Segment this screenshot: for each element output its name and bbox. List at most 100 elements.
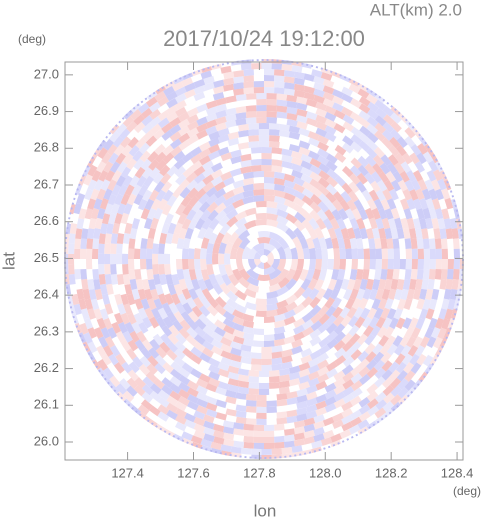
- echo-cell: [113, 144, 125, 156]
- echo-cell: [182, 237, 191, 250]
- echo-cell: [374, 367, 386, 380]
- echo-cell: [357, 419, 370, 430]
- echo-cell: [366, 139, 378, 151]
- echo-cell: [258, 123, 270, 130]
- echo-cell: [141, 384, 154, 396]
- echo-cell: [187, 319, 199, 331]
- echo-cell: [203, 75, 215, 85]
- echo-cell: [182, 259, 189, 270]
- echo-cell: [245, 117, 257, 125]
- echo-cell: [318, 177, 330, 189]
- echo-cell: [126, 121, 138, 133]
- echo-cell: [122, 253, 129, 265]
- echo-cell: [220, 152, 233, 162]
- echo-cell: [90, 207, 100, 220]
- echo-cell: [342, 393, 355, 404]
- echo-cell: [217, 368, 230, 378]
- echo-cell: [298, 362, 311, 372]
- echo-cell: [411, 248, 418, 259]
- echo-cell: [225, 95, 237, 104]
- echo-cell: [348, 190, 359, 203]
- echo-cell: [136, 175, 147, 188]
- echo-cell: [291, 445, 303, 453]
- echo-cell: [279, 374, 291, 382]
- echo-cell: [240, 344, 252, 352]
- echo-cell: [300, 348, 313, 358]
- echo-cell: [98, 273, 106, 285]
- echo-cell: [123, 303, 133, 315]
- echo-cell: [127, 369, 139, 382]
- echo-cell: [301, 296, 313, 308]
- echo-cell: [330, 62, 342, 72]
- echo-cell: [202, 340, 214, 351]
- echo-cell: [415, 317, 425, 330]
- echo-cell: [422, 298, 431, 311]
- echo-cell: [318, 313, 330, 325]
- echo-cell: [194, 259, 201, 270]
- echo-cell: [135, 137, 147, 149]
- echo-cell: [333, 340, 346, 352]
- echo-cell: [309, 296, 321, 309]
- echo-cell: [175, 86, 187, 97]
- echo-cell: [296, 247, 304, 259]
- echo-cell: [218, 381, 230, 391]
- echo-cell: [284, 88, 295, 96]
- echo-cell: [334, 331, 346, 343]
- echo-cell: [428, 207, 438, 220]
- echo-cell: [292, 236, 303, 249]
- echo-cell: [193, 423, 206, 433]
- echo-cell: [242, 171, 255, 180]
- echo-cell: [315, 400, 327, 410]
- echo-cell: [358, 133, 371, 145]
- echo-cell: [200, 209, 212, 222]
- echo-cell: [298, 140, 311, 150]
- echo-cell: [100, 327, 111, 339]
- echo-cell: [193, 172, 206, 184]
- echo-cell: [91, 248, 99, 259]
- echo-cell: [274, 81, 285, 89]
- echo-cell: [143, 175, 154, 188]
- echo-cell: [121, 361, 133, 374]
- echo-cell: [87, 279, 95, 290]
- echo-cell: [178, 374, 191, 386]
- echo-cell: [389, 128, 402, 141]
- echo-cell: [225, 389, 237, 399]
- echo-cell: [147, 227, 156, 239]
- echo-cell: [194, 269, 204, 281]
- echo-cell: [235, 118, 247, 126]
- echo-cell: [425, 308, 435, 320]
- echo-cell: [151, 198, 161, 211]
- echo-cell: [283, 173, 296, 183]
- echo-cell: [149, 167, 161, 180]
- echo-cell: [374, 376, 386, 388]
- echo-cell: [214, 304, 227, 316]
- echo-cell: [162, 362, 174, 374]
- echo-cell: [186, 327, 198, 339]
- echo-cell: [127, 136, 139, 149]
- echo-cell: [296, 102, 308, 111]
- echo-cell: [300, 166, 313, 177]
- echo-cell: [356, 288, 366, 301]
- echo-cell: [261, 158, 272, 166]
- echo-cell: [166, 349, 178, 361]
- echo-cell: [193, 165, 206, 177]
- echo-cell: [196, 378, 208, 389]
- echo-cell: [318, 269, 327, 281]
- echo-cell: [110, 203, 120, 215]
- echo-cell: [74, 164, 84, 177]
- echo-cell: [296, 96, 308, 105]
- echo-cell: [293, 189, 306, 201]
- echo-cell: [293, 196, 306, 208]
- echo-cell: [235, 404, 247, 412]
- echo-cell: [300, 354, 313, 365]
- echo-cell: [108, 353, 119, 366]
- echo-cell: [166, 111, 179, 123]
- echo-cell: [244, 288, 257, 298]
- echo-cell: [206, 253, 213, 265]
- echo-cell: [226, 216, 239, 228]
- echo-cell: [253, 251, 262, 259]
- echo-cell: [206, 263, 215, 276]
- echo-cell: [389, 377, 402, 390]
- echo-cell: [223, 253, 231, 265]
- echo-cell: [443, 288, 452, 300]
